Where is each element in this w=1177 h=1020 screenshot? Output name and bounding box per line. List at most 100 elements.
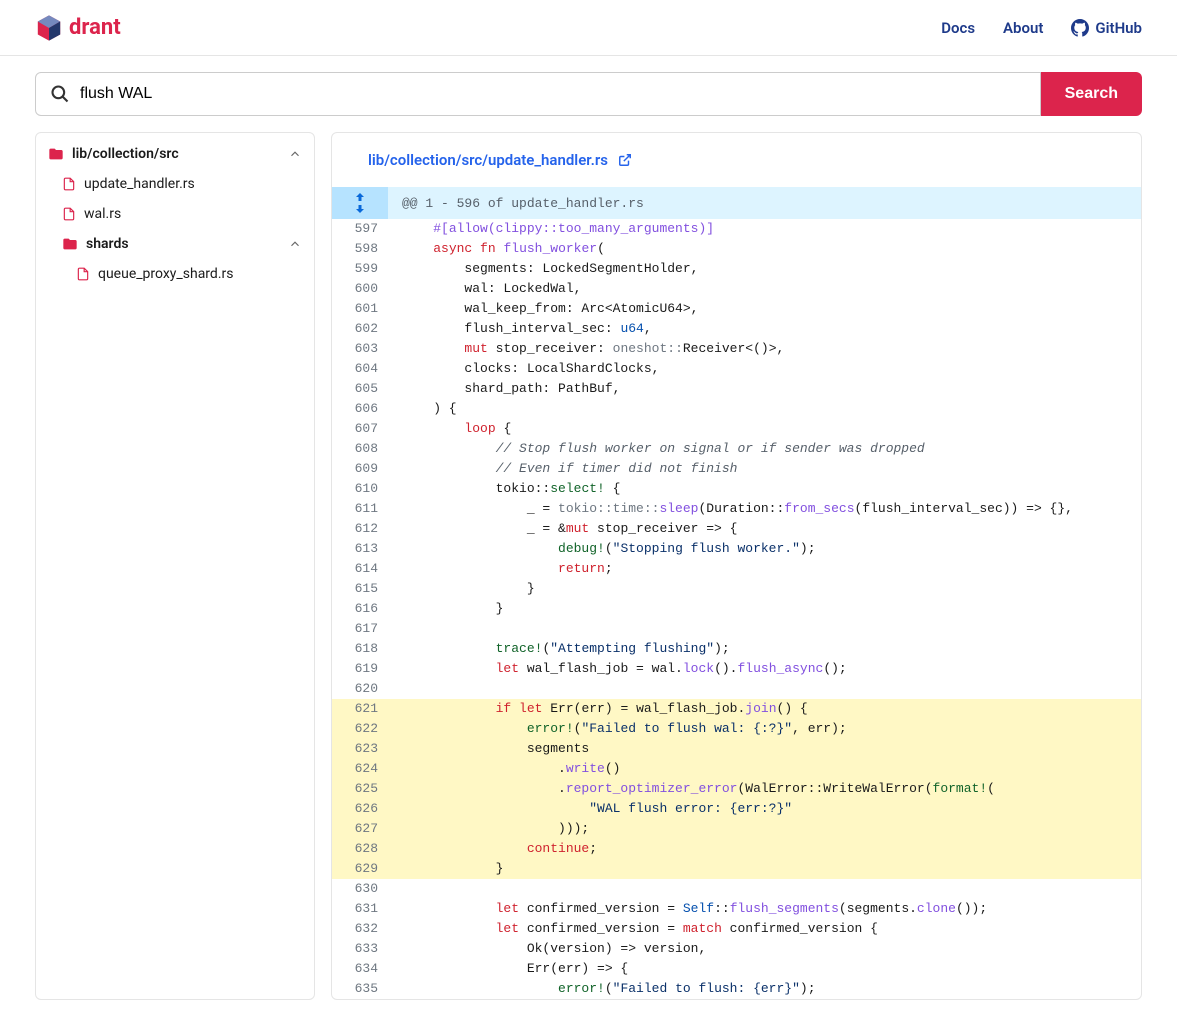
line-number[interactable]: 598 [332, 239, 388, 259]
code-content: _ = &mut stop_receiver => { [388, 519, 1141, 539]
line-number[interactable]: 629 [332, 859, 388, 879]
sidebar-folder-shards[interactable]: shards [36, 229, 314, 259]
code-content: tokio::select! { [388, 479, 1141, 499]
line-number[interactable]: 608 [332, 439, 388, 459]
nav-github[interactable]: GitHub [1071, 19, 1142, 37]
file-path[interactable]: lib/collection/src/update_handler.rs [368, 151, 608, 169]
code-line: 631 let confirmed_version = Self::flush_… [332, 899, 1141, 919]
line-number[interactable]: 612 [332, 519, 388, 539]
code-line: 618 trace!("Attempting flushing"); [332, 639, 1141, 659]
code-line: 630 [332, 879, 1141, 899]
logo-icon [35, 14, 63, 42]
expand-hunk[interactable] [332, 187, 388, 219]
line-number[interactable]: 631 [332, 899, 388, 919]
search-input[interactable] [80, 85, 1026, 103]
sidebar-folder-root[interactable]: lib/collection/src [36, 139, 314, 169]
code-line: 619 let wal_flash_job = wal.lock().flush… [332, 659, 1141, 679]
line-number[interactable]: 605 [332, 379, 388, 399]
search-icon [50, 84, 70, 104]
line-number[interactable]: 607 [332, 419, 388, 439]
file-icon [62, 207, 76, 221]
code-content: loop { [388, 419, 1141, 439]
code-line: 599 segments: LockedSegmentHolder, [332, 259, 1141, 279]
line-number[interactable]: 611 [332, 499, 388, 519]
search-box [35, 72, 1041, 116]
nav-github-label: GitHub [1095, 19, 1142, 37]
code-line: 612 _ = &mut stop_receiver => { [332, 519, 1141, 539]
logo[interactable]: drant [35, 14, 121, 42]
line-number[interactable]: 597 [332, 219, 388, 239]
code-content: Err(err) => { [388, 959, 1141, 979]
code-line: 617 [332, 619, 1141, 639]
sidebar-file-label: wal.rs [84, 206, 121, 222]
code-content: if let Err(err) = wal_flash_job.join() { [388, 699, 1141, 719]
line-number[interactable]: 620 [332, 679, 388, 699]
sidebar-file[interactable]: update_handler.rs [36, 169, 314, 199]
content: lib/collection/src update_handler.rs wal.… [0, 132, 1177, 1020]
search-button[interactable]: Search [1041, 72, 1142, 116]
line-number[interactable]: 628 [332, 839, 388, 859]
line-number[interactable]: 610 [332, 479, 388, 499]
line-number[interactable]: 602 [332, 319, 388, 339]
code-line: 626 "WAL flush error: {err:?}" [332, 799, 1141, 819]
line-number[interactable]: 624 [332, 759, 388, 779]
line-number[interactable]: 622 [332, 719, 388, 739]
nav-docs[interactable]: Docs [941, 19, 975, 37]
line-number[interactable]: 635 [332, 979, 388, 999]
code-line: 607 loop { [332, 419, 1141, 439]
line-number[interactable]: 632 [332, 919, 388, 939]
code-content: // Even if timer did not finish [388, 459, 1141, 479]
code-content: mut stop_receiver: oneshot::Receiver<()>… [388, 339, 1141, 359]
line-number[interactable]: 613 [332, 539, 388, 559]
line-number[interactable]: 609 [332, 459, 388, 479]
sidebar-folder-label: shards [86, 236, 129, 252]
line-number[interactable]: 606 [332, 399, 388, 419]
line-number[interactable]: 627 [332, 819, 388, 839]
logo-text: drant [69, 15, 121, 40]
code-line: 601 wal_keep_from: Arc<AtomicU64>, [332, 299, 1141, 319]
line-number[interactable]: 603 [332, 339, 388, 359]
line-number[interactable]: 599 [332, 259, 388, 279]
line-number[interactable]: 634 [332, 959, 388, 979]
code-content: trace!("Attempting flushing"); [388, 639, 1141, 659]
sidebar-file-label: update_handler.rs [84, 176, 195, 192]
line-number[interactable]: 618 [332, 639, 388, 659]
line-number[interactable]: 604 [332, 359, 388, 379]
code-content: #[allow(clippy::too_many_arguments)] [388, 219, 1141, 239]
hunk-header: @@ 1 - 596 of update_handler.rs [332, 187, 1141, 219]
external-link-icon[interactable] [618, 153, 632, 167]
code-line: 624 .write() [332, 759, 1141, 779]
code-line: 625 .report_optimizer_error(WalError::Wr… [332, 779, 1141, 799]
line-number[interactable]: 600 [332, 279, 388, 299]
line-number[interactable]: 614 [332, 559, 388, 579]
code-line: 622 error!("Failed to flush wal: {:?}", … [332, 719, 1141, 739]
code-line: 609 // Even if timer did not finish [332, 459, 1141, 479]
line-number[interactable]: 615 [332, 579, 388, 599]
line-number[interactable]: 616 [332, 599, 388, 619]
code-content: .report_optimizer_error(WalError::WriteW… [388, 779, 1141, 799]
chevron-up-icon [288, 237, 302, 251]
unfold-icon [352, 193, 368, 213]
code-content [388, 879, 1141, 899]
line-number[interactable]: 626 [332, 799, 388, 819]
nav-about[interactable]: About [1003, 19, 1043, 37]
line-number[interactable]: 633 [332, 939, 388, 959]
sidebar-file[interactable]: wal.rs [36, 199, 314, 229]
hunk-text: @@ 1 - 596 of update_handler.rs [388, 190, 658, 217]
line-number[interactable]: 619 [332, 659, 388, 679]
line-number[interactable]: 623 [332, 739, 388, 759]
code-content: let confirmed_version = Self::flush_segm… [388, 899, 1141, 919]
file-icon [76, 267, 90, 281]
sidebar-file[interactable]: queue_proxy_shard.rs [36, 259, 314, 289]
line-number[interactable]: 630 [332, 879, 388, 899]
line-number[interactable]: 617 [332, 619, 388, 639]
code-line: 620 [332, 679, 1141, 699]
code-line: 629 } [332, 859, 1141, 879]
line-number[interactable]: 601 [332, 299, 388, 319]
code-content: async fn flush_worker( [388, 239, 1141, 259]
code-line: 597 #[allow(clippy::too_many_arguments)] [332, 219, 1141, 239]
code-content [388, 619, 1141, 639]
code-line: 634 Err(err) => { [332, 959, 1141, 979]
line-number[interactable]: 621 [332, 699, 388, 719]
line-number[interactable]: 625 [332, 779, 388, 799]
